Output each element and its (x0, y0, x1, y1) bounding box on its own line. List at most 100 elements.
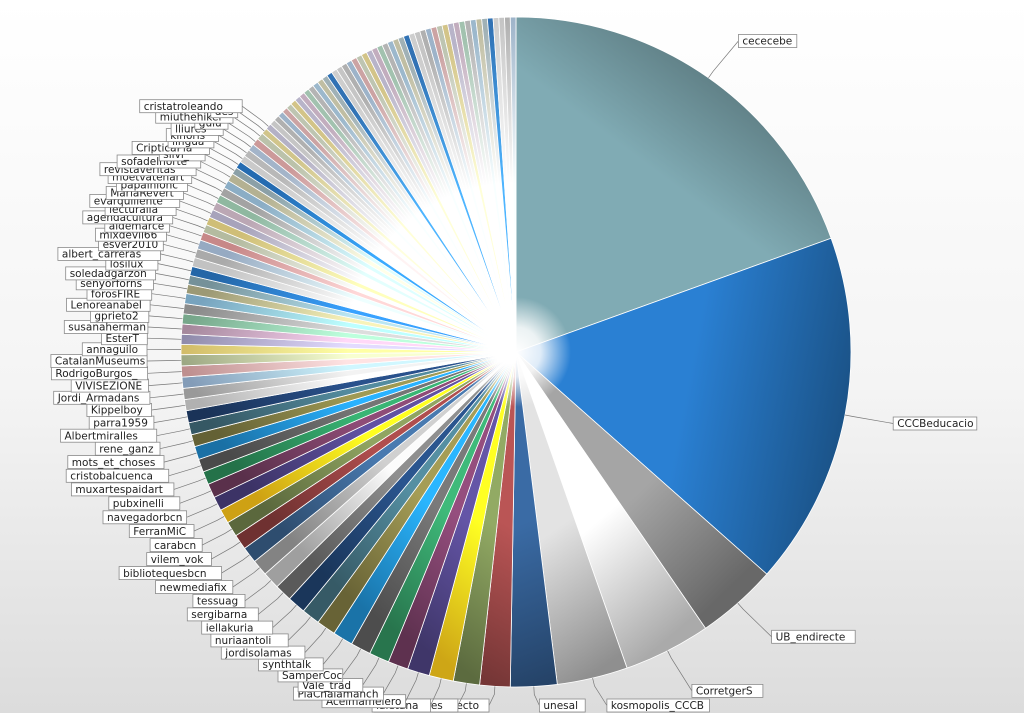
leader-line (183, 192, 215, 207)
slice-label: jordisolamas (220, 627, 327, 660)
leader-line (204, 154, 235, 171)
leader-line (160, 253, 194, 263)
slice-label-text: Vale_trad (302, 680, 351, 692)
slice-label-box (691, 684, 764, 698)
slice-label: nuriaantoli (210, 616, 311, 648)
leader-line (193, 516, 225, 532)
leader-line (258, 592, 284, 615)
leader-line (147, 371, 182, 374)
leader-line (147, 326, 182, 330)
slice-label-text: parra1959 (93, 417, 148, 429)
slice-label: VIVISEZIONE (70, 378, 183, 393)
slice-label-text: gprieto2 (94, 311, 138, 323)
leader-line (147, 337, 182, 340)
pie-slice-cececebe (515, 16, 832, 353)
slice-label-text: CatalanMuseums (55, 356, 145, 368)
slice-label-text: RodrigoBurgos_ (55, 368, 138, 380)
leader-line (221, 554, 250, 574)
slice-label: kosmopolis_CCCB (592, 678, 710, 713)
leader-line (187, 184, 219, 199)
center-highlight (461, 297, 571, 407)
slice-label-text: synthtalk (263, 659, 313, 671)
slice-label: sergibarna (186, 592, 284, 622)
slice-label-text: Albertmiralles (65, 430, 138, 442)
leader-line (533, 686, 540, 706)
slice-label-text: mots_et_choses (72, 457, 156, 469)
leader-line (169, 225, 202, 237)
slice-label: cececebe (708, 34, 798, 79)
slice-label-text: muxartespaidart (75, 484, 162, 496)
slice-label: iellakuria (201, 604, 297, 635)
slice-label-box (71, 482, 175, 497)
leader-line (148, 382, 183, 386)
leader-line (383, 665, 399, 694)
leader-line (179, 490, 212, 504)
slice-label: cristobalcuenca (65, 465, 202, 483)
slice-label: CCCBeducacio (844, 414, 978, 431)
leader-line (667, 650, 693, 692)
slice-label-box (149, 538, 203, 552)
leader-line (405, 672, 419, 702)
leader-line (156, 428, 190, 437)
slice-label-box (139, 99, 243, 114)
leader-line (737, 602, 772, 638)
leader-line (232, 567, 260, 588)
slice-label-text: cristatroleando (144, 101, 223, 113)
leader-line (159, 440, 194, 450)
leader-line (168, 465, 202, 477)
leader-line (172, 217, 205, 229)
slice-label-text: kosmopolis_CCCB (611, 700, 704, 712)
leader-line (322, 638, 344, 665)
slice-label-text: annaguilo (86, 344, 138, 356)
slice-label: SamperCoc (277, 648, 361, 683)
slice-label: CorretgerS (667, 650, 764, 698)
slice-label-box (108, 496, 181, 511)
slice-label-text: EsterT (106, 333, 140, 345)
slice-label-text: Kippelboy (91, 405, 143, 417)
slice-label: unesal (533, 686, 586, 713)
leader-line (244, 580, 272, 602)
leader-line (287, 616, 311, 641)
leader-line (488, 686, 496, 706)
leader-line (151, 404, 186, 411)
leader-line (844, 414, 894, 424)
leader-line (149, 393, 184, 399)
leader-line (153, 282, 188, 290)
slice-label-text: susanaherman (68, 322, 146, 334)
slice-label-text: pubxinelli (113, 498, 164, 510)
slice-label: newmediafix (155, 567, 260, 594)
slice-label: tessuag (192, 580, 272, 608)
slice-label: parra1959 (88, 415, 188, 430)
slice-label-box (186, 607, 259, 622)
slice-label-box (146, 552, 212, 566)
slice-label-text: nuriaantoli (215, 635, 271, 647)
slice-label: forosFIRE (86, 286, 186, 301)
leader-line (195, 168, 227, 185)
slice-label-text: iellakuria (206, 622, 254, 634)
slice-label-text: esver2010 (103, 239, 159, 251)
slice-label: susanaherman (63, 320, 182, 334)
leader-line (175, 208, 208, 222)
slice-label: navegadorbcn (102, 503, 218, 525)
leader-line (211, 541, 241, 560)
leader-line (342, 648, 361, 676)
slice-label-text: sergibarna (191, 609, 247, 621)
slice-label-text: jordisolamas (224, 647, 291, 659)
leader-line (150, 304, 184, 309)
leader-line (147, 359, 182, 362)
leader-line (592, 678, 608, 706)
slice-label-text: navegadorbcn (107, 512, 182, 524)
leader-line (202, 528, 232, 546)
slice-label: mots_et_choses (67, 452, 197, 470)
leader-line (157, 263, 192, 272)
leader-line (457, 683, 467, 706)
slice-label-text: FerranMiC (133, 526, 186, 538)
slice-label-box (738, 34, 798, 48)
slice-label-text: unesal (543, 700, 578, 712)
slice-label-box (102, 510, 187, 525)
slice-label: annaguilo (81, 342, 181, 357)
slice-label-box (65, 468, 170, 483)
slice-label-text: UB_endirecte (776, 632, 846, 644)
slice-label-text: bibliotequesbcn (123, 568, 206, 580)
